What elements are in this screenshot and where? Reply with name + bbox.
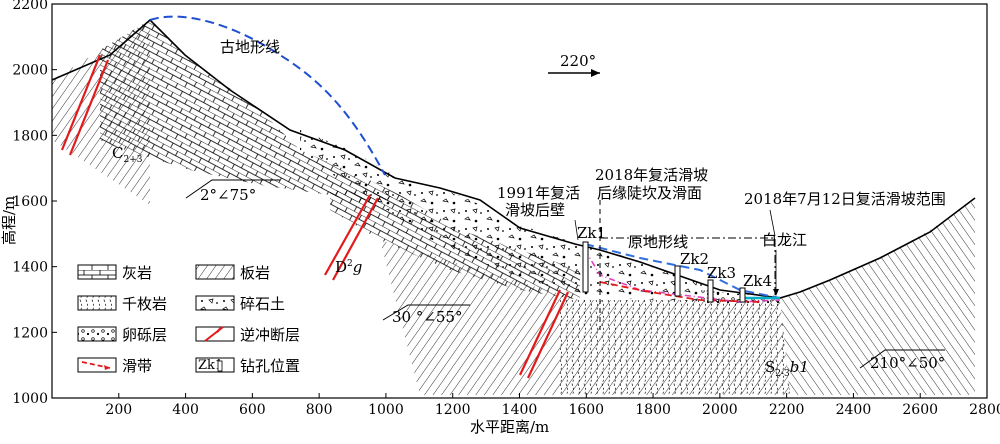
svg-text:30 °∠55°: 30 °∠55° [392,308,463,326]
range-2018-bracket [600,237,776,297]
ground-surface-line [51,18,976,299]
legend-limestone: 灰岩 [77,264,152,282]
direction-arrow [548,69,600,77]
legend-pebble-layer: 卵砾层 [77,326,167,344]
legend: 灰岩 板岩 千枚岩 碎石土 卵砾层 逆冲断层 滑带 [77,264,300,375]
x-tick-label: 1800 [635,402,671,418]
zk4-label: Zk4 [743,272,772,290]
svg-text:2°∠75°: 2°∠75° [200,186,256,204]
x-tick-label: 400 [172,402,199,418]
x-tick-label: 1400 [502,402,538,418]
slide-2018-label-line2: 后缘陡坎及滑面 [597,184,702,202]
attitude-mid: 30 °∠55° [382,304,470,326]
x-tick-label: 1600 [568,402,604,418]
svg-text:滑带: 滑带 [122,357,152,375]
svg-text:卵砾层: 卵砾层 [122,326,167,344]
svg-text:千枚岩: 千枚岩 [122,295,167,313]
x-tick-label: 600 [239,402,266,418]
original-terrain-line [584,243,781,299]
range-2018-label: 2018年7月12日复活滑坡范围 [744,190,946,208]
slide-2018-label-line1: 2018年复活滑坡 [595,166,708,184]
legend-gravel-soil: 碎石土 [195,295,285,313]
boreholes [582,241,746,303]
y-tick-label: 1400 [12,260,48,276]
x-tick-label: 2400 [836,402,872,418]
c-unit-label: C2+3 [112,144,143,165]
river-arrowhead [773,289,779,296]
thrust-faults [60,54,569,379]
x-tick-label: 2000 [702,402,738,418]
paleo-terrain-label: 古地形线 [220,38,280,56]
svg-text:逆冲断层: 逆冲断层 [240,326,300,344]
legend-thrust-fault: 逆冲断层 [195,326,300,344]
slide-1991-leader [574,219,579,241]
x-tick-label: 2800 [969,402,1000,418]
slip-band-line [599,281,761,303]
slide-1991-label-line1: 1991年复活 [497,184,580,202]
zk3-label: Zk3 [707,264,736,282]
x-tick-label: 2600 [902,402,938,418]
attitude-right: 210°∠50° [859,349,945,372]
y-tick-label: 2200 [12,0,48,13]
svg-text:Zk1: Zk1 [198,358,223,373]
x-tick-label: 1000 [368,402,404,418]
limestone-unit-c [100,20,400,205]
slate-right-unit [780,200,975,395]
geology-body [52,20,975,395]
d-unit-label: D2g [335,258,362,276]
y-tick-label: 1600 [12,194,48,210]
y-tick-label: 1200 [12,325,48,341]
y-tick-label: 1800 [12,128,48,144]
svg-text:钻孔位置: 钻孔位置 [240,357,300,375]
phyllite-unit [560,300,790,395]
river-label: 白龙江 [762,231,807,249]
range-2018-leader [769,209,776,237]
legend-borehole: Zk1 钻孔位置 [195,357,300,375]
direction-label: 220° [560,52,596,70]
legend-phyllite: 千枚岩 [77,295,167,313]
y-axis: 1000 1200 1400 1600 1800 2000 2200 [12,0,57,407]
zk2-label: Zk2 [680,250,709,268]
x-tick-label: 200 [105,402,132,418]
paleo-terrain-line [149,15,386,176]
x-axis-title: 水平距离/m [470,418,549,436]
y-axis-title: 高程/m [0,196,18,245]
svg-text:板岩: 板岩 [240,264,270,282]
y-tick-label: 1000 [12,391,48,407]
slide-1991-label-line2: 滑坡后壁 [505,201,565,219]
x-tick-label: 1200 [435,402,471,418]
original-terrain-label: 原地形线 [628,233,688,251]
svg-text:碎石土: 碎石土 [240,295,285,313]
svg-text:灰岩: 灰岩 [122,264,152,282]
gravel-soil-body [300,130,780,302]
legend-slip-zone: 滑带 [77,357,152,375]
x-tick-label: 2200 [769,402,805,418]
x-tick-label: 800 [306,402,333,418]
s-unit-label: S2-3b1 [765,358,809,379]
legend-slate: 板岩 [195,264,270,282]
y-tick-label: 2000 [12,63,48,79]
attitude-left: 2°∠75° [185,179,280,204]
x-axis: 200 400 600 800 1000 1200 1400 1600 1800 2000 2200… [105,393,1000,418]
svg-text:210°∠50°: 210°∠50° [870,354,945,372]
zk1-label: Zk1 [577,224,606,242]
